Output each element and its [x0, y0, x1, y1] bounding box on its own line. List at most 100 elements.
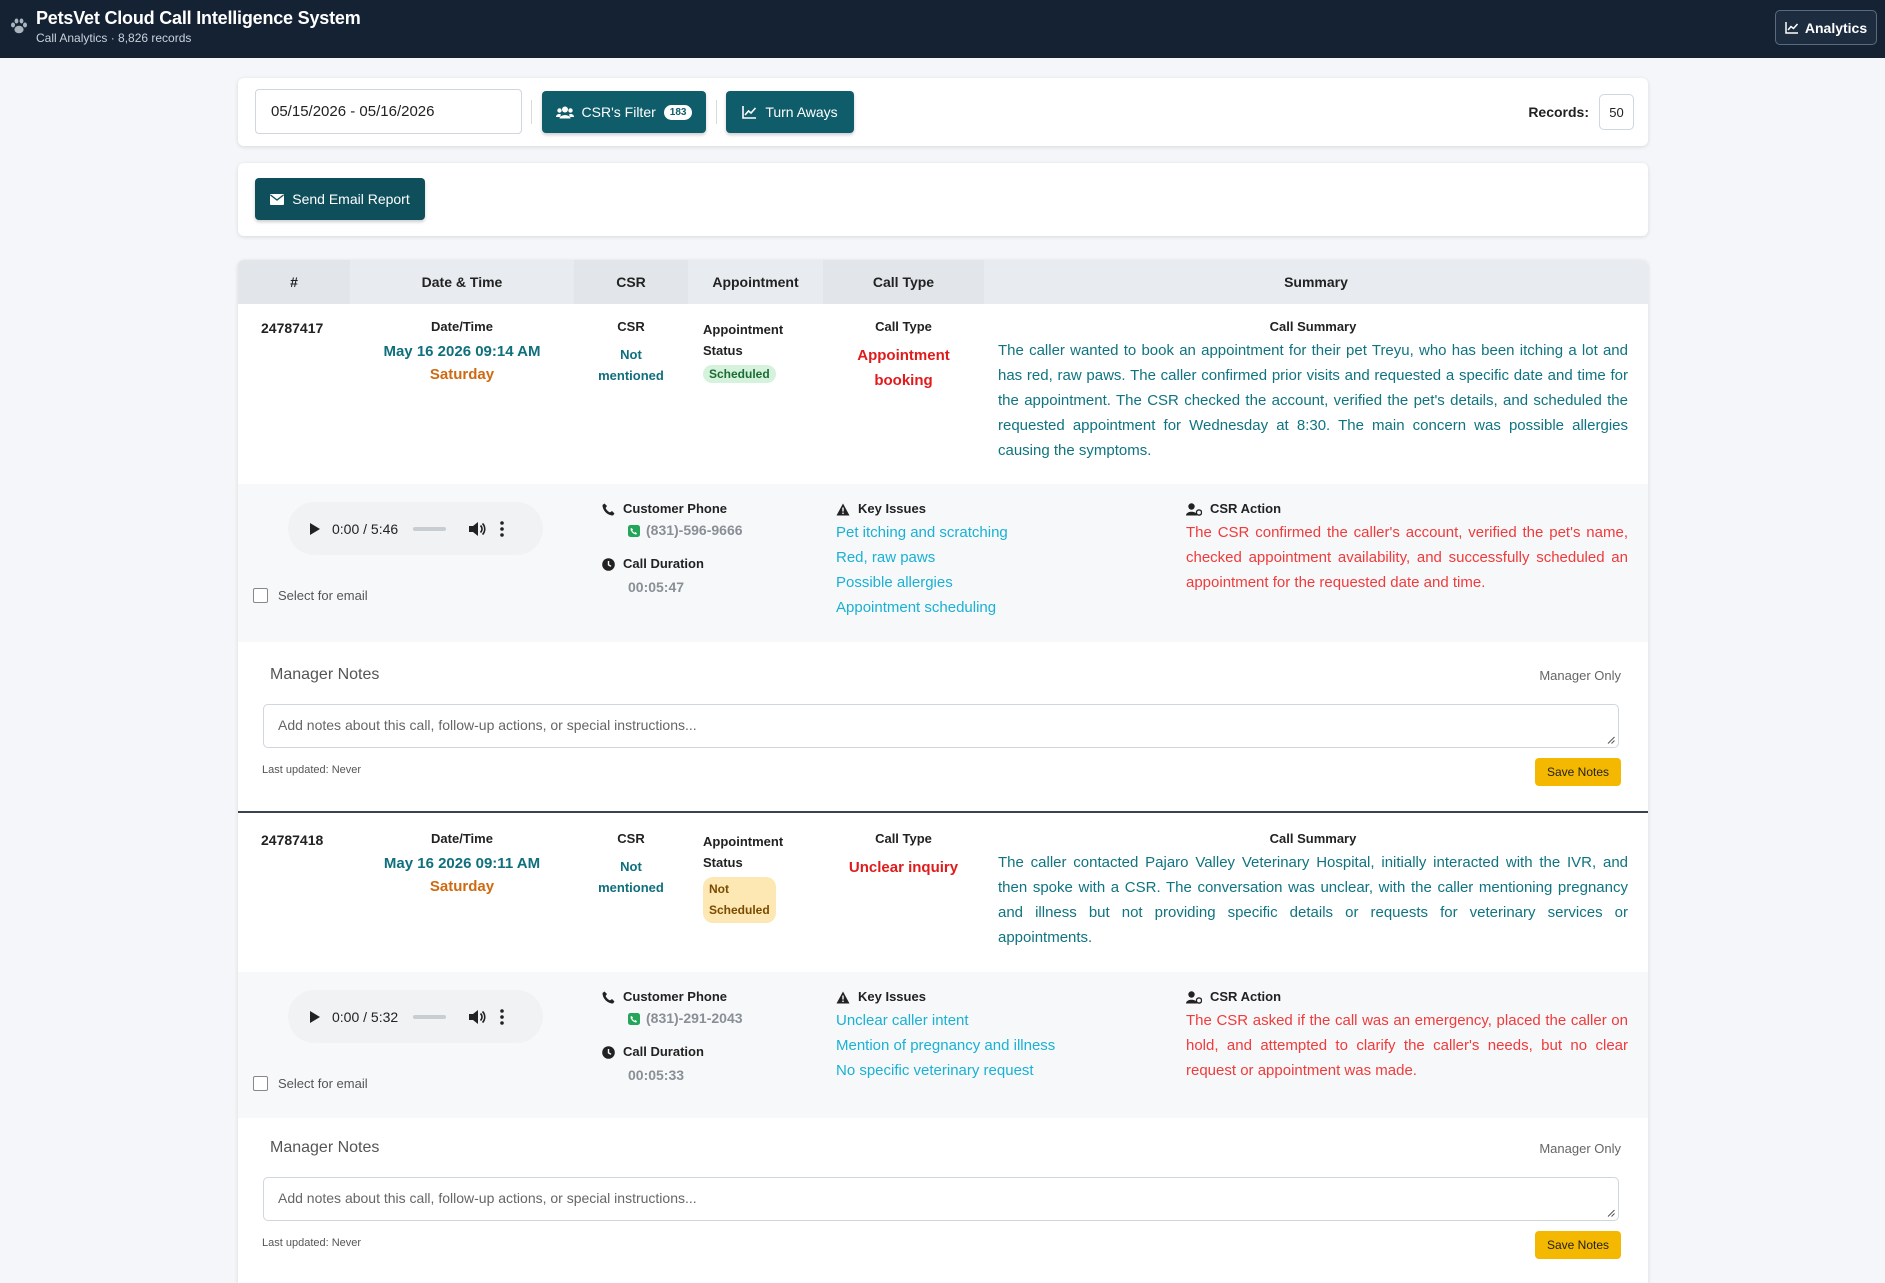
call-weekday: Saturday — [429, 878, 495, 895]
key-issue: No specific veterinary request — [836, 1062, 1034, 1080]
appointment-label: Appointment — [703, 834, 784, 849]
audio-player[interactable]: 0:00 / 5:32 — [288, 990, 543, 1043]
call-id: 24787417 — [261, 320, 324, 336]
csr-action-text: The CSR confirmed the caller's account, … — [1186, 524, 1628, 592]
notes-last-updated: Last updated: Never — [262, 1237, 362, 1249]
whatsapp-phone-icon — [628, 1012, 640, 1025]
more-options-icon[interactable] — [500, 1008, 504, 1025]
header-number: # — [238, 260, 350, 304]
csr-action-text: The CSR asked if the call was an emergen… — [1186, 1012, 1628, 1080]
select-for-email[interactable]: Select for email — [253, 588, 368, 603]
resize-handle-icon[interactable] — [1607, 736, 1615, 744]
clock-icon — [602, 1046, 615, 1059]
date-range-input[interactable]: 05/15/2026 - 05/16/2026 — [255, 89, 522, 134]
call-summary-label: Call Summary — [1269, 319, 1357, 334]
key-issues-label: Key Issues — [858, 501, 926, 516]
play-icon[interactable] — [310, 1010, 320, 1023]
audio-progress-bar[interactable] — [413, 1014, 447, 1019]
manager-notes-placeholder: Add notes about this call, follow-up act… — [278, 1190, 697, 1206]
manager-notes-input[interactable]: Add notes about this call, follow-up act… — [263, 704, 1619, 748]
resize-handle-icon[interactable] — [1607, 1209, 1615, 1217]
customer-phone-number[interactable]: (831)-596-9666 — [646, 522, 743, 539]
audio-time: 0:00 / 5:46 — [332, 520, 399, 537]
call-date: May 16 2026 09:11 AM — [383, 855, 541, 872]
analytics-label: Analytics — [1804, 19, 1868, 36]
call-date: May 16 2026 09:14 AM — [383, 343, 541, 360]
volume-icon[interactable] — [468, 1009, 486, 1025]
send-email-label: Send Email Report — [292, 191, 410, 207]
header-csr: CSR — [574, 260, 688, 304]
call-type-cell: Call Type Appointment booking — [823, 319, 984, 393]
call-duration-value: 00:05:47 — [628, 579, 685, 596]
status-badge: Not Scheduled — [703, 877, 776, 923]
turn-aways-button[interactable]: Turn Aways — [726, 91, 854, 133]
call-details: 0:00 / 5:46 Select for email Customer Ph… — [238, 484, 1648, 642]
records-label: Records: — [1528, 104, 1589, 120]
call-summary-text: The caller wanted to book an appointment… — [998, 342, 1628, 459]
volume-icon[interactable] — [468, 521, 486, 537]
save-notes-button[interactable]: Save Notes — [1535, 1231, 1621, 1259]
analytics-button[interactable]: Analytics — [1775, 10, 1877, 45]
date-time-cell: Date/Time May 16 2026 09:14 AM Saturday — [350, 319, 574, 383]
call-summary-label: Call Summary — [1269, 831, 1357, 846]
save-notes-button[interactable]: Save Notes — [1535, 758, 1621, 786]
header-date-time: Date & Time — [350, 260, 574, 304]
users-icon — [555, 106, 574, 118]
key-issue: Pet itching and scratching — [836, 524, 1008, 542]
date-time-cell: Date/Time May 16 2026 09:11 AM Saturday — [350, 831, 574, 895]
customer-phone-number[interactable]: (831)-291-2043 — [646, 1010, 743, 1027]
key-issue: Mention of pregnancy and illness — [836, 1037, 1056, 1055]
call-type-line2: booking — [874, 372, 933, 389]
select-for-email[interactable]: Select for email — [253, 1076, 368, 1091]
manager-only-label: Manager Only — [1539, 668, 1621, 683]
select-for-email-label: Select for email — [278, 588, 368, 603]
divider — [716, 100, 717, 124]
manager-notes-input[interactable]: Add notes about this call, follow-up act… — [263, 1177, 1619, 1221]
audio-player[interactable]: 0:00 / 5:46 — [288, 502, 543, 555]
phone-icon — [602, 991, 615, 1004]
csr-count-badge: 183 — [663, 104, 693, 120]
csr-filter-button[interactable]: CSR's Filter 183 — [542, 91, 706, 133]
paw-icon — [11, 18, 27, 34]
key-issue: Appointment scheduling — [836, 599, 997, 617]
phone-block: Customer Phone (831)-291-2043 Call Durat… — [602, 989, 743, 1083]
csr-action-block: CSR Action The CSR asked if the call was… — [1186, 989, 1628, 1083]
filter-card: 05/15/2026 - 05/16/2026 CSR's Filter 183… — [238, 78, 1648, 146]
audio-time: 0:00 / 5:32 — [332, 1008, 399, 1025]
email-report-card: Send Email Report — [238, 163, 1648, 236]
call-details: 0:00 / 5:32 Select for email Customer Ph… — [238, 972, 1648, 1118]
row-divider — [238, 811, 1648, 813]
csr-action-label: CSR Action — [1210, 501, 1282, 516]
call-type-cell: Call Type Unclear inquiry — [823, 831, 984, 880]
audio-progress-bar[interactable] — [413, 526, 447, 531]
header-appointment: Appointment — [688, 260, 823, 304]
manager-notes-title: Manager Notes — [270, 1139, 380, 1156]
status-badge-line2: Scheduled — [709, 903, 770, 917]
status-badge: Scheduled — [703, 365, 776, 383]
send-email-report-button[interactable]: Send Email Report — [255, 178, 425, 220]
user-cog-icon — [1186, 503, 1202, 516]
call-duration-label: Call Duration — [623, 1044, 704, 1060]
select-for-email-checkbox[interactable] — [253, 1076, 268, 1091]
csr-name-line2: mentioned — [598, 880, 664, 895]
more-options-icon[interactable] — [500, 520, 504, 537]
records-input[interactable]: 50 — [1599, 94, 1634, 130]
csr-name-line1: Not — [620, 347, 642, 362]
line-chart-icon — [742, 105, 757, 119]
csr-action-block: CSR Action The CSR confirmed the caller'… — [1186, 501, 1628, 595]
phone-block: Customer Phone (831)-596-9666 Call Durat… — [602, 501, 743, 595]
warning-icon — [836, 503, 850, 516]
warning-icon — [836, 991, 850, 1004]
app-subtitle: Call Analytics · 8,826 records — [36, 31, 192, 45]
table-header: # Date & Time CSR Appointment Call Type … — [238, 260, 1648, 304]
select-for-email-label: Select for email — [278, 1076, 368, 1091]
select-for-email-checkbox[interactable] — [253, 588, 268, 603]
play-icon[interactable] — [310, 522, 320, 535]
clock-icon — [602, 558, 615, 571]
manager-notes-placeholder: Add notes about this call, follow-up act… — [278, 717, 697, 733]
key-issues-block: Key Issues Pet itching and scratching Re… — [836, 501, 1008, 620]
turn-aways-label: Turn Aways — [765, 104, 838, 120]
top-header: PetsVet Cloud Call Intelligence System C… — [0, 0, 1885, 58]
whatsapp-phone-icon — [628, 524, 640, 537]
summary-cell: Call Summary The caller contacted Pajaro… — [998, 831, 1628, 950]
